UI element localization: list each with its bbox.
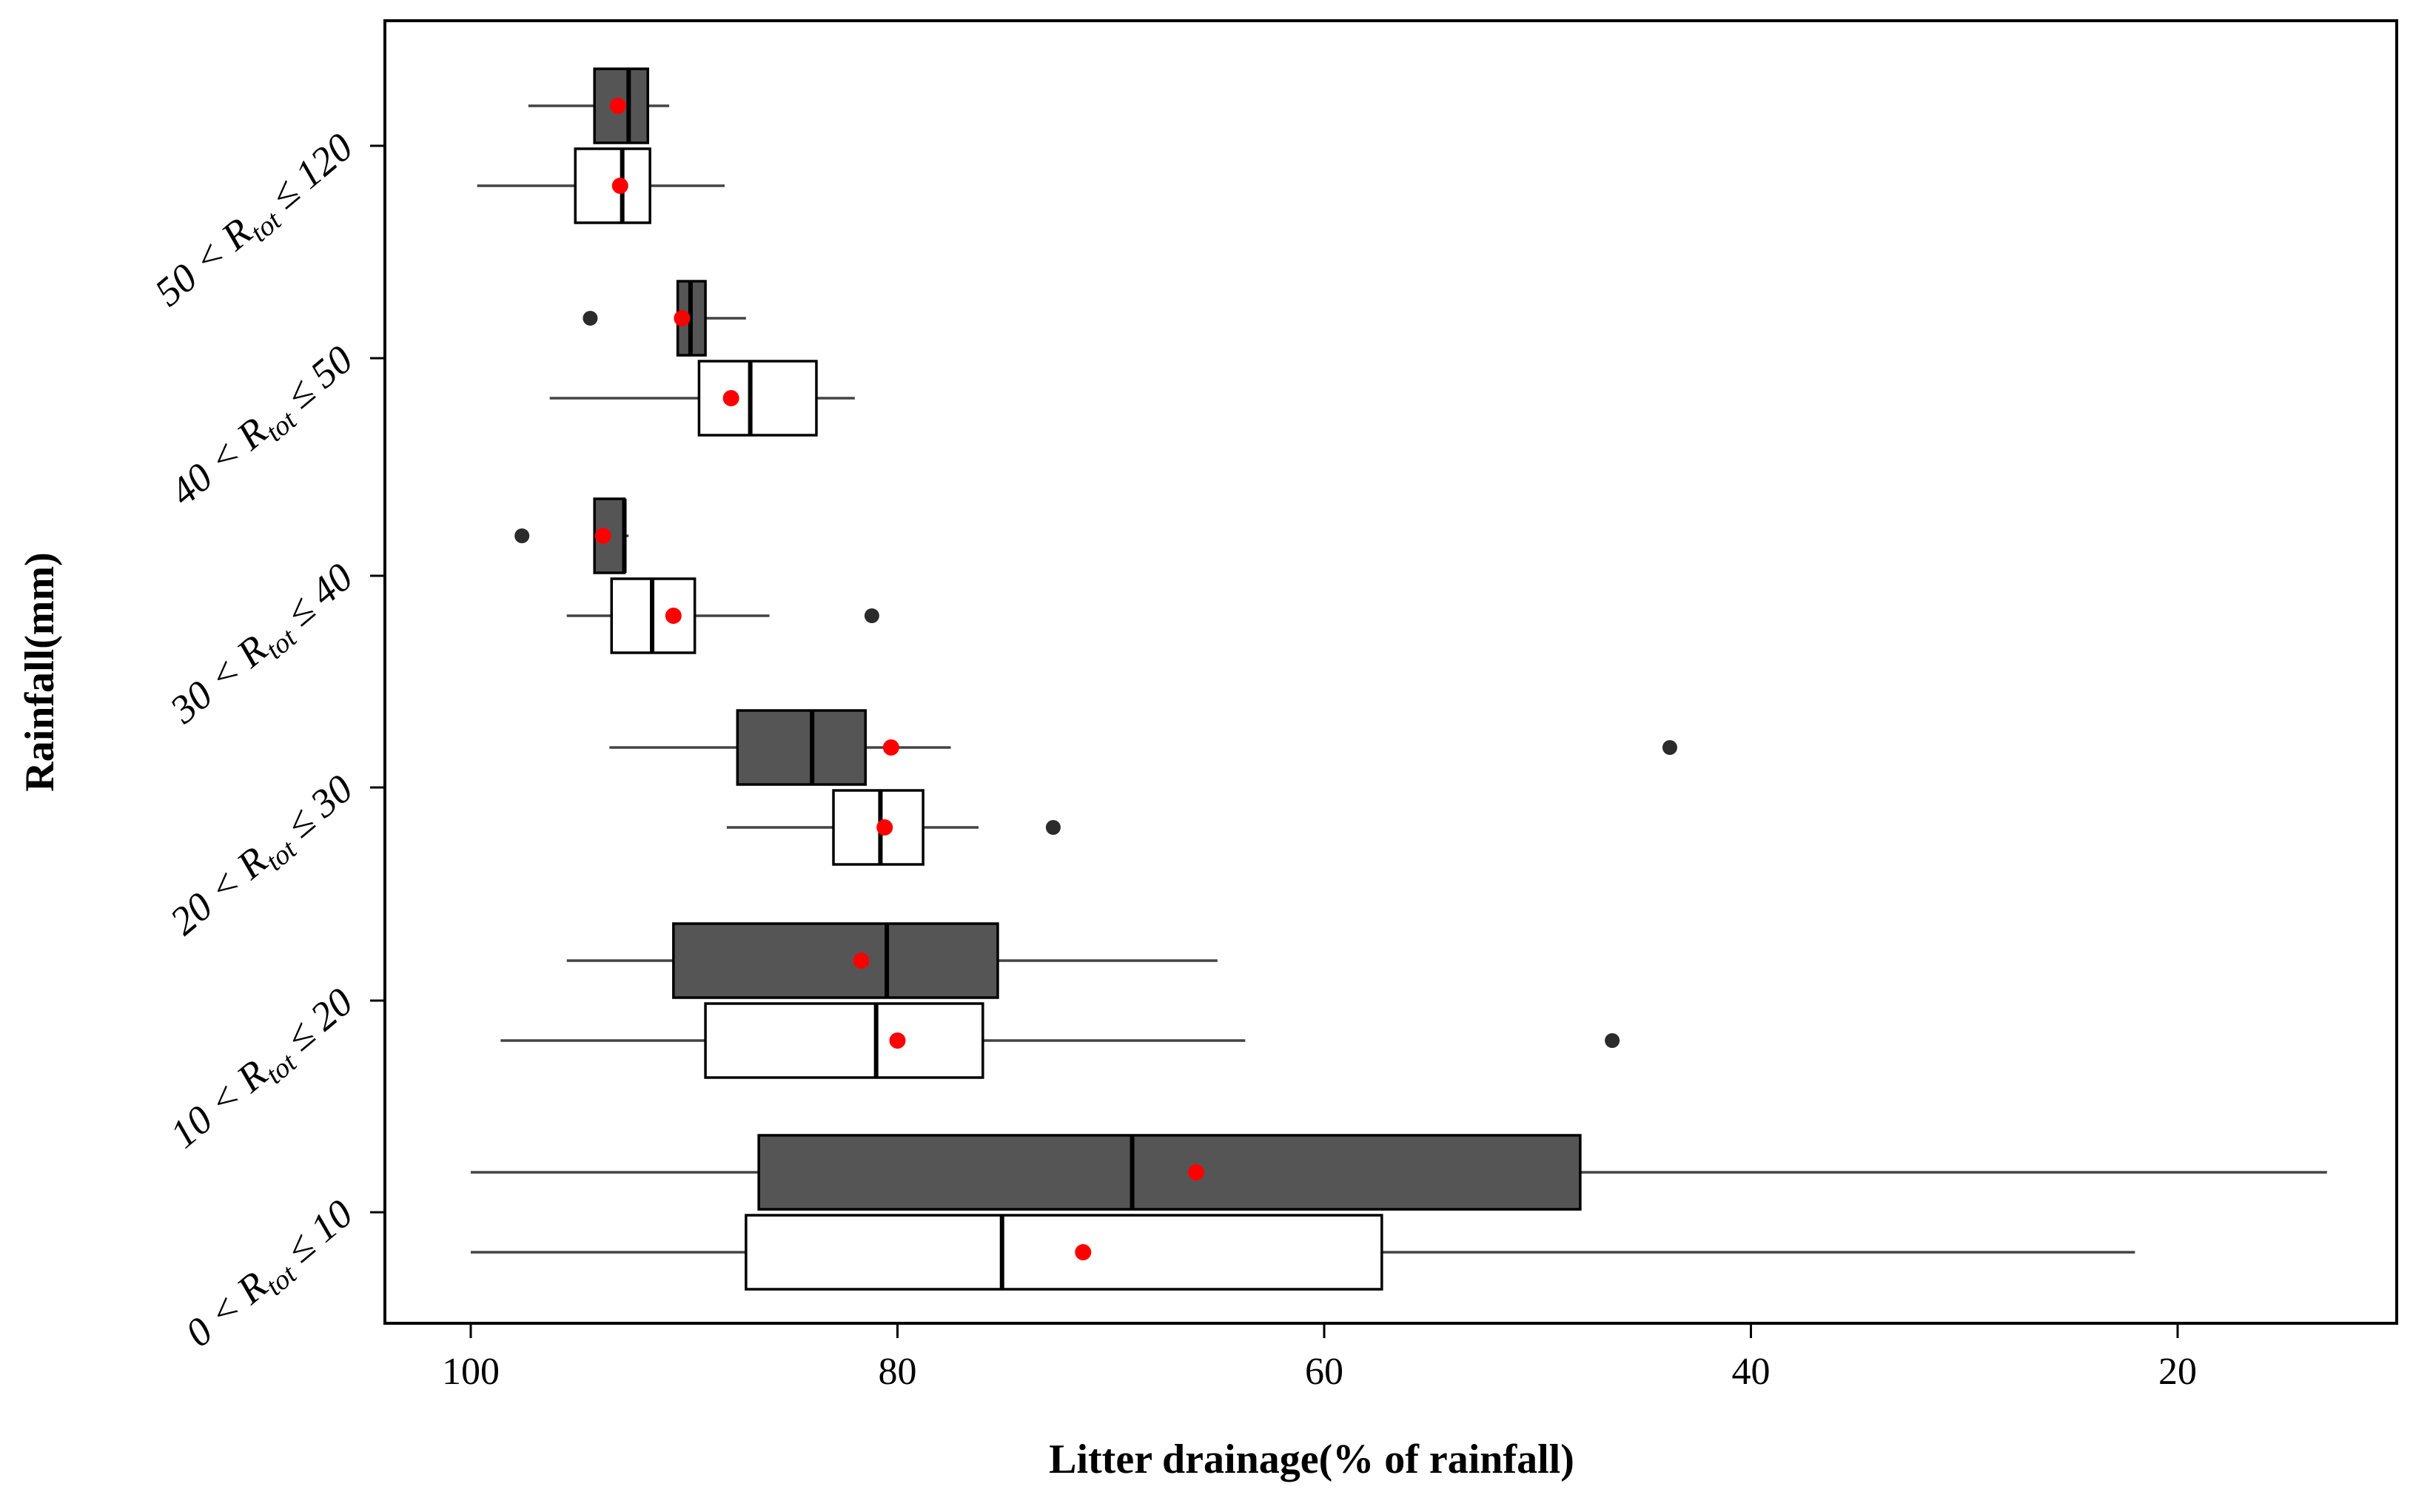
box-rect [704,1002,984,1079]
mean-point [611,178,628,194]
outlier-point [1605,1033,1620,1048]
outlier-point [583,311,598,326]
y-category-label: 40 < Rtot ≤ 50 [161,337,365,519]
x-axis-title: Litter drainage(% of rainfall) [1049,1437,1574,1482]
outlier-point [864,608,879,623]
y-category-label: 10 < Rtot ≤ 20 [161,979,365,1161]
y-category-label: 0 < Rtot ≤ 10 [177,1191,365,1360]
x-tick-label: 80 [879,1351,917,1393]
outlier-point [514,528,530,543]
box-rect [736,709,867,786]
outlier-point [1662,740,1677,755]
mean-point [882,739,899,756]
mean-point [609,98,626,114]
y-category-label: 30 < Rtot ≤ 40 [161,554,366,737]
mean-point [876,819,893,836]
plot-layer [471,67,2327,1291]
box-rect [757,1134,1582,1211]
y-category-label: 20 < Rtot ≤ 30 [161,766,365,948]
mean-point [853,952,870,969]
mean-point [665,608,682,624]
box-rect [745,1214,1383,1291]
mean-point [722,390,739,406]
outlier-point [1045,820,1061,835]
x-tick-label: 40 [1732,1351,1771,1393]
mean-point [594,528,611,544]
x-tick-label: 100 [442,1351,500,1393]
mean-point [889,1032,906,1049]
plot-frame [383,19,2398,1325]
box-rect [672,922,999,999]
mean-point [1075,1244,1092,1260]
x-tick-label: 20 [2158,1351,2197,1393]
mean-point [674,310,691,326]
mean-point [1188,1164,1205,1180]
y-category-label: 50 < Rtot ≤ 120 [147,124,366,320]
box-rect [697,360,818,437]
x-tick-label: 60 [1305,1351,1343,1393]
y-axis-title: Rainfall(mm) [17,552,63,792]
